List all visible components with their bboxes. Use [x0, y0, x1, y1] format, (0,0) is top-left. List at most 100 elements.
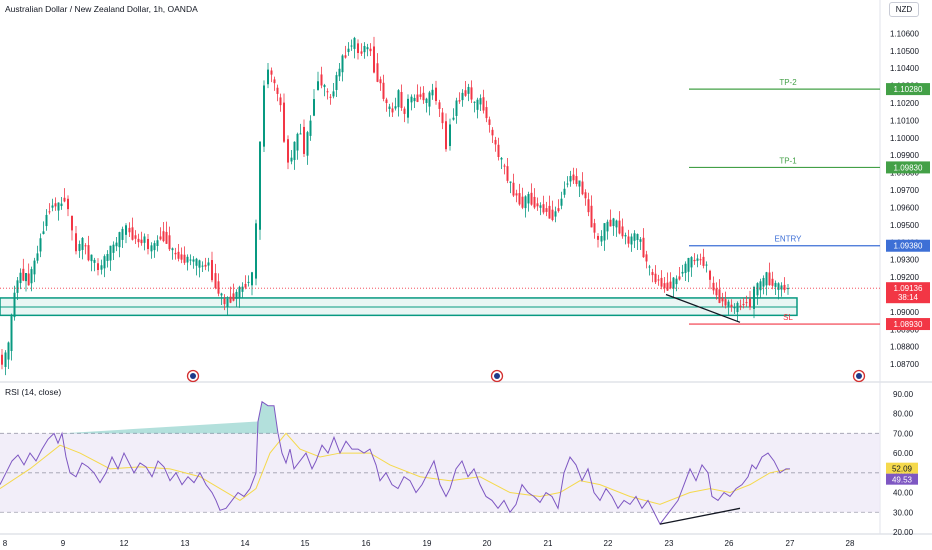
candle-body — [669, 281, 672, 289]
entry-price-tag — [886, 239, 930, 252]
tp2-price-tag — [886, 83, 930, 96]
candle-body — [455, 100, 458, 116]
candle-body — [244, 283, 247, 288]
candle-body — [207, 262, 210, 266]
candle-body — [27, 273, 30, 286]
candle-body — [730, 304, 733, 307]
candle-body — [783, 284, 786, 291]
candle-body — [739, 305, 742, 307]
candle-body — [473, 101, 476, 103]
candle-body — [557, 208, 560, 212]
candle-body — [192, 259, 195, 262]
candle-body — [736, 302, 739, 313]
candle-body — [379, 79, 382, 84]
candle-body — [690, 257, 693, 268]
candle-body — [259, 141, 261, 230]
candle-body — [548, 205, 551, 219]
candle-body — [527, 194, 530, 204]
candle-body — [749, 298, 751, 308]
candle-body — [25, 273, 27, 282]
candle-body — [235, 291, 238, 299]
candle-body — [143, 236, 146, 243]
candle-body — [338, 68, 341, 77]
candle-body — [303, 126, 305, 154]
candle-body — [344, 55, 347, 58]
candle-body — [153, 243, 156, 251]
candle-body — [445, 121, 447, 150]
candle-body — [299, 133, 302, 135]
rsi-divergence-line — [659, 507, 741, 525]
candle-body — [681, 271, 684, 274]
rsi-ma-value-text: 52.09 — [892, 465, 913, 474]
candle-body — [388, 106, 391, 110]
time-tick-label: 15 — [301, 539, 310, 548]
time-tick-label: 28 — [846, 539, 855, 548]
candle-body — [745, 302, 748, 304]
candle-body — [251, 272, 253, 286]
candle-body — [593, 223, 596, 233]
candle-body — [648, 266, 651, 268]
currency-selector[interactable]: NZD — [889, 2, 919, 17]
candle-body — [718, 289, 721, 304]
rsi-tick-label: 40.00 — [893, 489, 914, 498]
candle-body — [293, 141, 296, 160]
candle-body — [290, 157, 293, 162]
candle-body — [369, 48, 372, 52]
candle-body — [712, 282, 715, 291]
candle-body — [357, 43, 359, 54]
candle-body — [609, 219, 612, 227]
candle-body — [578, 180, 581, 187]
candle-body — [174, 252, 177, 255]
candle-body — [533, 196, 536, 208]
candle-body — [121, 228, 124, 240]
candle-body — [702, 256, 705, 266]
candle-body — [63, 197, 66, 202]
candle-body — [125, 225, 127, 235]
candle-body — [500, 157, 503, 160]
candle-body — [551, 209, 554, 221]
candle-body — [4, 352, 7, 367]
candle-body — [509, 181, 512, 183]
candle-body — [425, 98, 428, 103]
candle-body — [756, 283, 759, 296]
candle-body — [518, 193, 521, 205]
current-price-tag — [886, 282, 930, 304]
candle-body — [753, 286, 755, 309]
candle-body — [497, 144, 500, 157]
candle-body — [22, 268, 25, 281]
candle-body — [112, 244, 115, 253]
candle-body — [458, 100, 461, 102]
candle-body — [524, 196, 527, 209]
candle-body — [407, 98, 409, 118]
candle-body — [394, 106, 397, 109]
price-tick-label: 1.09000 — [890, 308, 919, 317]
candle-body — [721, 297, 724, 302]
candle-body — [536, 203, 539, 207]
candle-body — [621, 226, 624, 237]
candle-body — [238, 286, 241, 299]
candle-body — [171, 248, 174, 251]
candle-body — [672, 277, 675, 289]
candle-body — [195, 258, 198, 266]
candle-body — [198, 260, 201, 268]
time-tick-label: 23 — [665, 539, 674, 548]
candle-body — [147, 238, 149, 250]
candle-body — [687, 257, 690, 272]
candle-body — [416, 94, 419, 102]
candle-body — [742, 304, 745, 306]
candle-body — [156, 240, 159, 246]
candle-body — [232, 293, 235, 301]
candle-body — [97, 263, 99, 270]
candle-body — [30, 269, 33, 284]
candle-body — [539, 205, 542, 208]
candle-body — [654, 273, 657, 283]
candle-body — [7, 342, 10, 360]
candle-body — [488, 119, 491, 125]
candle-body — [452, 117, 455, 120]
candle-body — [618, 220, 621, 234]
candle-body — [241, 286, 244, 292]
candle-body — [267, 69, 269, 85]
candle-body — [296, 133, 299, 151]
candle-body — [639, 239, 642, 242]
